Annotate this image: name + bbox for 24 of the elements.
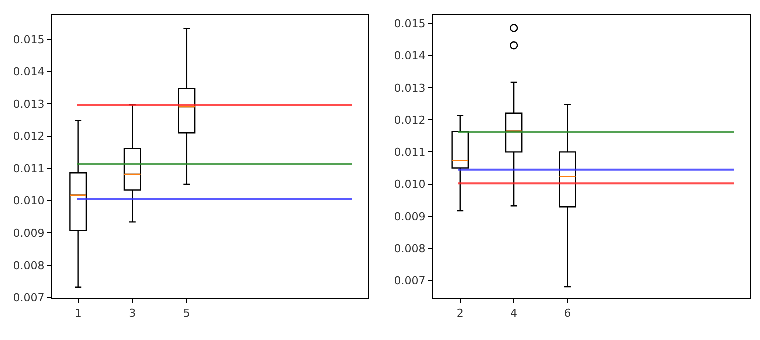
y-tick-label: 0.011 [394, 146, 426, 160]
y-tick-label: 0.015 [394, 18, 426, 31]
y-tick-label: 0.013 [13, 98, 45, 111]
y-tick-label: 0.015 [13, 33, 45, 46]
y-tick-label: 0.011 [13, 162, 45, 176]
y-tick-label: 0.012 [394, 114, 426, 127]
y-tick-label: 0.013 [394, 82, 426, 95]
x-tick-label: 2 [456, 306, 464, 320]
x-tick-label: 1 [74, 306, 82, 320]
x-tick-label: 3 [129, 306, 136, 320]
y-tick-label: 0.009 [13, 227, 45, 240]
x-tick-label: 6 [564, 306, 572, 320]
x-tick-label: 5 [183, 306, 190, 320]
y-tick-label: 0.014 [13, 66, 45, 79]
y-tick-label: 0.010 [13, 194, 45, 208]
y-tick-label: 0.008 [394, 242, 426, 256]
y-tick-label: 0.009 [394, 210, 426, 224]
y-tick-label: 0.007 [394, 274, 426, 288]
y-tick-label: 0.008 [13, 259, 45, 272]
x-tick-label: 4 [510, 306, 518, 320]
y-tick-label: 0.007 [13, 292, 45, 305]
y-tick-label: 0.014 [394, 50, 426, 63]
y-tick-label: 0.010 [394, 178, 426, 192]
y-tick-label: 0.012 [13, 130, 45, 144]
